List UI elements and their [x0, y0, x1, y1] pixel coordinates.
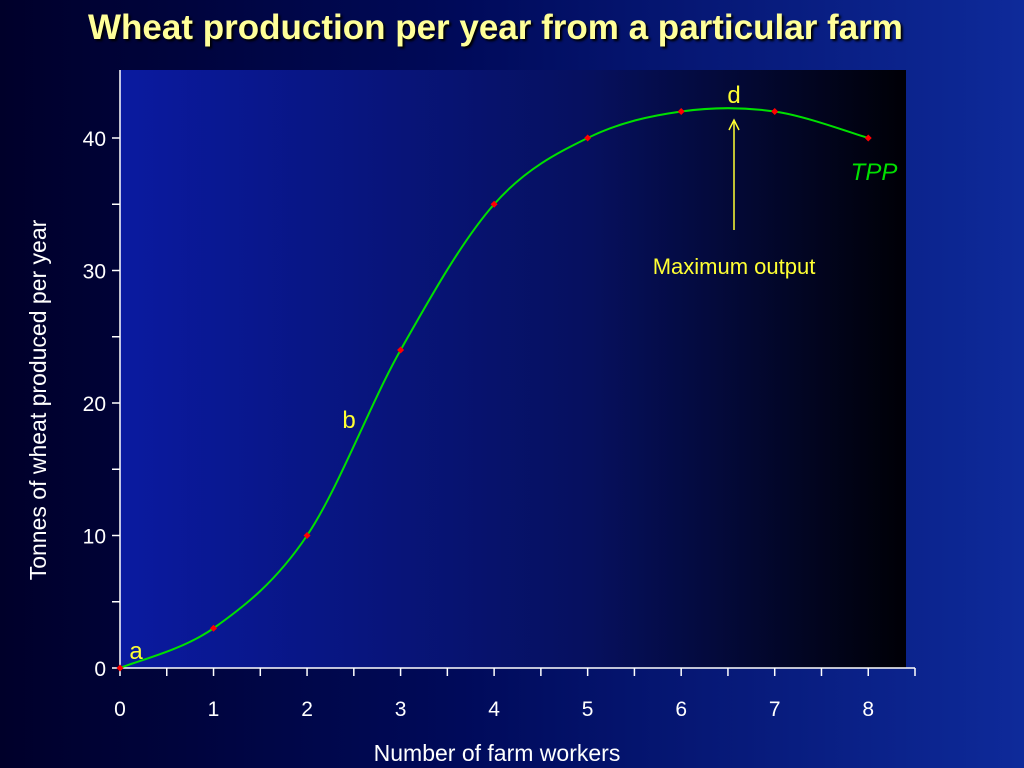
- x-tick-label: 6: [675, 698, 687, 721]
- points-layer: [116, 108, 872, 672]
- annotation-maximum-output: Maximum output: [653, 254, 816, 279]
- y-tick-label: 30: [83, 261, 106, 284]
- annotation-d: d: [727, 82, 740, 109]
- tpp-data-point: [771, 108, 779, 115]
- x-tick-label: 3: [395, 698, 407, 721]
- tpp-data-point: [677, 108, 685, 115]
- y-tick-label: 40: [83, 128, 106, 151]
- tpp-data-point: [864, 134, 872, 142]
- x-tick-label: 1: [208, 698, 220, 721]
- annotation-b: b: [342, 407, 355, 434]
- plot-area: [120, 70, 906, 668]
- tpp-data-point: [397, 346, 405, 354]
- axes: 0 1 2 3 4 5 6 7 8 0 10 20 30 40: [83, 70, 916, 721]
- y-tick-label: 0: [94, 658, 106, 681]
- chart-title: Wheat production per year from a particu…: [88, 8, 903, 47]
- maximum-output-arrowhead: [728, 118, 740, 131]
- tpp-data-point: [584, 134, 592, 142]
- y-tick-label: 20: [83, 393, 106, 416]
- tpp-data-point: [303, 532, 311, 539]
- x-tick-label: 7: [769, 698, 781, 721]
- tpp-series-line: [119, 107, 869, 669]
- curve-layer: [119, 107, 869, 669]
- tpp-data-point: [210, 624, 218, 632]
- x-tick-label: 5: [582, 698, 594, 721]
- y-axis-label: Tonnes of wheat produced per year: [25, 219, 51, 580]
- annotation-a: a: [129, 638, 143, 665]
- tpp-data-point: [116, 664, 124, 672]
- x-axis-label: Number of farm workers: [374, 740, 621, 766]
- tpp-data-point: [490, 200, 498, 208]
- x-tick-label: 2: [301, 698, 313, 721]
- x-tick-label: 0: [114, 698, 126, 721]
- y-tick-label: 10: [83, 526, 106, 549]
- x-tick-label: 4: [488, 698, 500, 721]
- curve-label-tpp: TPP: [851, 159, 898, 186]
- x-tick-label: 8: [862, 698, 874, 721]
